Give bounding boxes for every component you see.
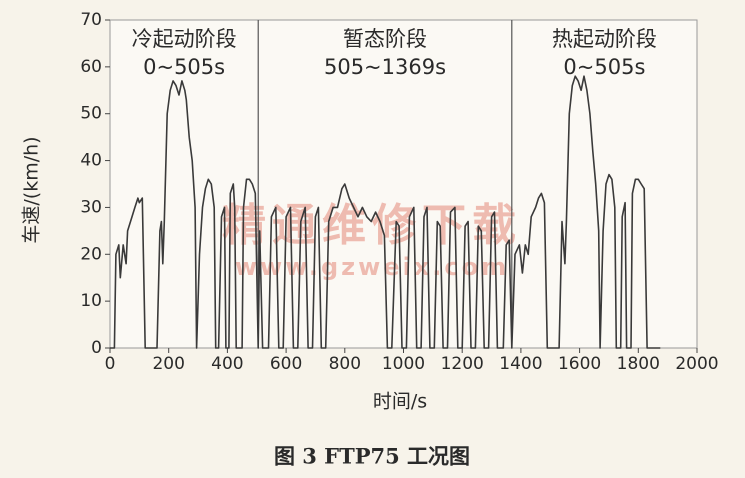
y-axis-label: 车速/(km/h) [21, 136, 43, 243]
x-tick-label: 400 [211, 354, 243, 374]
x-tick-label: 1800 [617, 354, 660, 374]
y-tick-label: 50 [80, 104, 102, 124]
x-tick-label: 1200 [441, 354, 484, 374]
phase-range: 0~505s [563, 55, 645, 79]
y-tick-label: 20 [80, 244, 102, 264]
y-tick-label: 40 [80, 151, 102, 171]
y-tick-label: 30 [80, 197, 102, 217]
phase-range: 505~1369s [324, 55, 446, 79]
speed-line [110, 75, 661, 349]
x-tick-label: 600 [270, 354, 302, 374]
x-tick-label: 1000 [382, 354, 425, 374]
y-tick-label: 0 [91, 338, 102, 358]
watermark: www.gzweix.com [235, 253, 509, 281]
phase-label: 热起动阶段 [552, 27, 657, 51]
x-axis-label: 时间/s [373, 391, 427, 413]
y-tick-label: 60 [80, 57, 102, 77]
x-tick-label: 1400 [499, 354, 542, 374]
y-tick-label: 70 [80, 10, 102, 30]
x-tick-label: 2000 [675, 354, 718, 374]
phase-label: 冷起动阶段 [132, 27, 237, 51]
y-tick-label: 10 [80, 291, 102, 311]
x-tick-label: 0 [105, 354, 116, 374]
caption: 图 3 FTP75 工况图 [274, 444, 470, 469]
phase-range: 0~505s [143, 55, 225, 79]
x-tick-label: 800 [329, 354, 361, 374]
x-tick-label: 200 [152, 354, 184, 374]
watermark: 精通维修下载 [222, 200, 522, 251]
x-tick-label: 1600 [558, 354, 601, 374]
phase-label: 暂态阶段 [343, 27, 427, 51]
